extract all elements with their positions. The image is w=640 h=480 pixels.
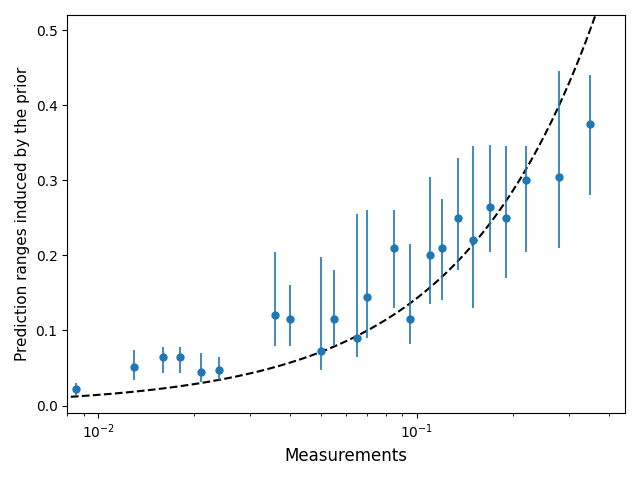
Y-axis label: Prediction ranges induced by the prior: Prediction ranges induced by the prior (15, 67, 30, 361)
X-axis label: Measurements: Measurements (285, 447, 408, 465)
